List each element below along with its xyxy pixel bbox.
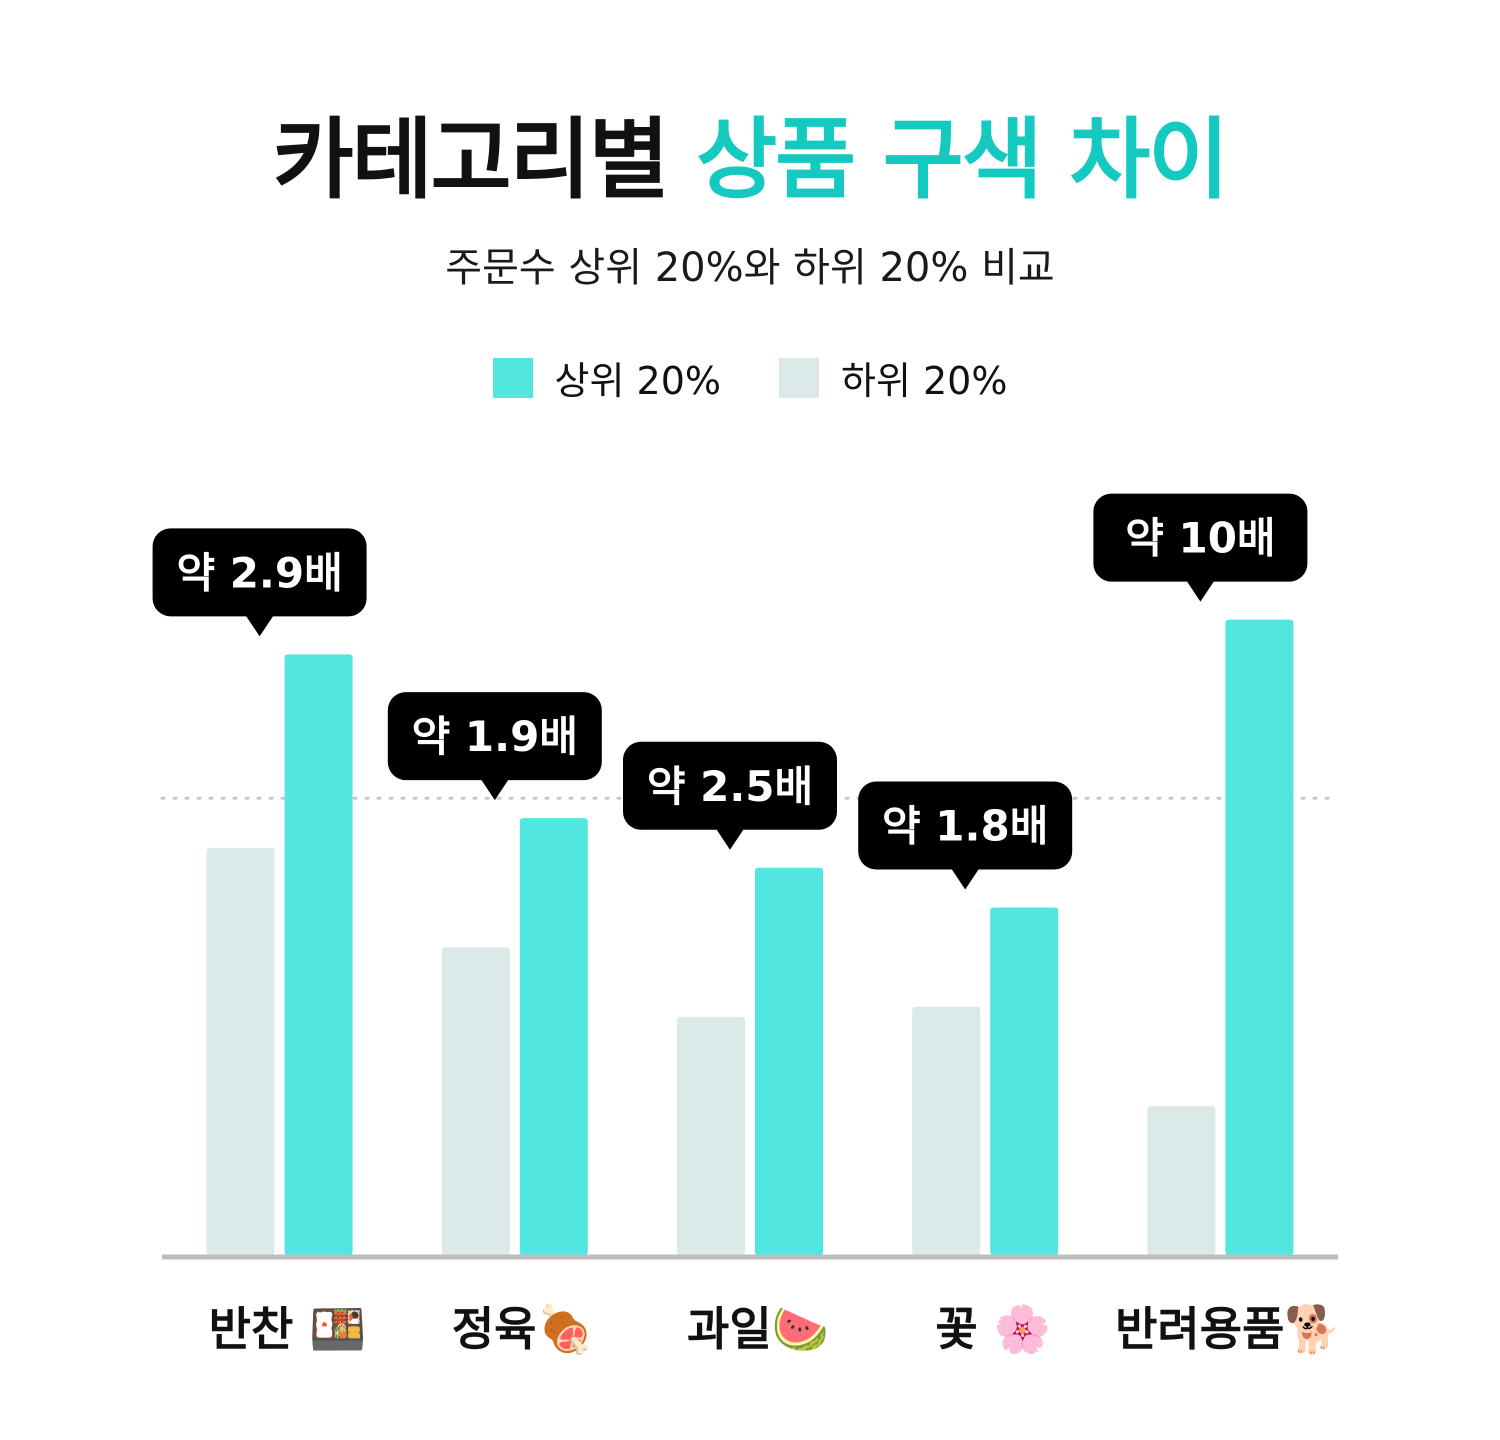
chart-title: 카테고리별 상품 구색 차이	[0, 100, 1500, 220]
title-part-1: 카테고리별	[272, 108, 670, 211]
annotation-label-4: 약 10배	[1125, 514, 1275, 563]
legend-label-top: 상위 20%	[554, 359, 721, 403]
bar-bottom-4	[1147, 1106, 1216, 1255]
annotation-box-0	[152, 528, 367, 617]
bar-top-0	[284, 654, 353, 1255]
annotation-pointer-1	[480, 779, 509, 801]
annotation-label-2: 약 2.5배	[647, 762, 813, 811]
annotation-box-2	[623, 741, 837, 830]
annotation-box-3	[858, 781, 1073, 870]
annotation-pointer-0	[245, 615, 274, 637]
title-part-2: 상품 구색 차이	[696, 108, 1229, 211]
legend-swatch-top	[492, 357, 533, 398]
annotation-label-3: 약 1.8배	[882, 802, 1048, 851]
annotation-label-1: 약 1.9배	[412, 712, 578, 761]
category-label-0: 반찬 🍱	[209, 1302, 367, 1356]
bar-top-4	[1225, 619, 1294, 1255]
bar-bottom-2	[677, 1016, 745, 1255]
legend: 상위 20% 하위 20%	[0, 350, 1500, 405]
category-label-4: 반려용품🐕	[1115, 1302, 1342, 1356]
annotation-box-4	[1093, 493, 1308, 582]
bar-top-2	[755, 867, 823, 1255]
legend-item-top: 상위 20%	[492, 350, 721, 405]
category-label-3: 꽃 🌸	[935, 1302, 1051, 1356]
bar-bottom-3	[912, 1006, 981, 1255]
annotation-pointer-2	[716, 828, 744, 850]
annotation-pointer-4	[1186, 580, 1215, 602]
annotation-pointer-3	[951, 868, 980, 890]
legend-swatch-bottom	[779, 357, 819, 398]
category-label-2: 과일🍉	[687, 1302, 829, 1356]
bar-bottom-0	[206, 847, 275, 1255]
bar-top-1	[519, 818, 588, 1255]
chart-subtitle: 주문수 상위 20%와 하위 20% 비교	[445, 245, 1055, 291]
legend-item-bottom: 하위 20%	[779, 350, 1007, 405]
legend-label-bottom: 하위 20%	[841, 359, 1008, 403]
category-label-1: 정육🍖	[452, 1301, 594, 1358]
annotation-box-1	[387, 692, 602, 781]
bar-top-3	[990, 907, 1059, 1255]
bar-bottom-1	[441, 947, 510, 1255]
annotation-label-0: 약 2.9배	[176, 548, 342, 597]
